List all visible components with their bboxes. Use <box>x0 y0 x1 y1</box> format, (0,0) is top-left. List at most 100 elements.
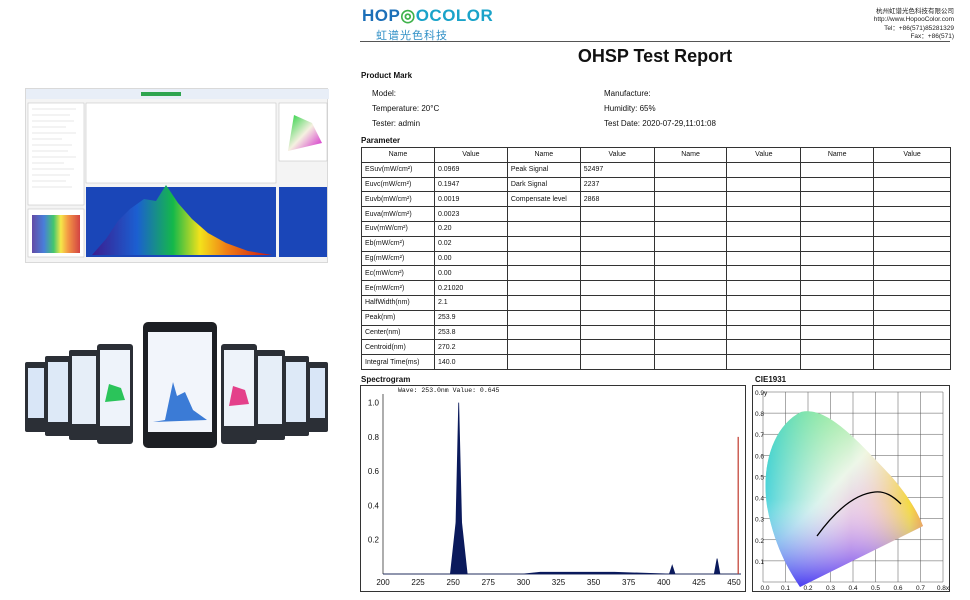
table-cell <box>726 324 802 341</box>
table-cell <box>726 220 802 237</box>
test-date-label: Test Date: 2020-07-29,11:01:08 <box>604 119 716 128</box>
table-cell <box>579 280 655 296</box>
table-cell <box>873 235 951 252</box>
table-cell: Integral Time(ms) <box>361 354 435 370</box>
table-cell <box>579 206 655 222</box>
brand-name-part2: OCOLOR <box>415 6 494 25</box>
contact-fax: Fax：+86(571) <box>910 33 954 41</box>
table-cell: 0.21020 <box>433 280 508 296</box>
table-cell <box>873 324 951 341</box>
brand-name-part1: HOP <box>362 6 401 25</box>
table-cell: 270.2 <box>433 339 508 356</box>
x-tick-label: 250 <box>447 578 461 587</box>
table-cell <box>506 294 581 311</box>
table-row: Peak(nm) 253.9 <box>361 309 951 326</box>
table-cell <box>506 206 581 222</box>
table-cell <box>653 206 728 222</box>
y-tick-label: 1.0 <box>368 399 380 408</box>
table-cell: Euva(mW/cm²) <box>361 206 435 222</box>
table-row: Euvc(mW/cm²) 0.1947 Dark Signal 2237 <box>361 176 951 193</box>
cie-x-tick-label: 0.7 <box>916 585 925 591</box>
table-cell <box>653 191 728 208</box>
y-tick-label: 0.2 <box>368 536 380 545</box>
cie-x-tick-label: 0.4 <box>848 585 857 591</box>
y-tick-label: 0.6 <box>368 467 380 476</box>
table-cell <box>726 176 802 193</box>
table-cell: Peak Signal <box>506 161 581 178</box>
cie-y-tick-label: 0.2 <box>755 538 764 545</box>
x-tick-label: 425 <box>692 578 706 587</box>
table-cell <box>653 235 728 252</box>
table-cell <box>726 294 802 311</box>
table-cell <box>579 309 655 326</box>
contact-website[interactable]: http://www.HopooColor.com <box>873 16 954 24</box>
table-cell <box>653 220 728 237</box>
product-mark-heading: Product Mark <box>361 71 413 80</box>
table-cell <box>579 235 655 252</box>
column-header-value: Value <box>433 147 508 163</box>
table-cell <box>873 191 951 208</box>
table-cell: Euvb(mW/cm²) <box>361 191 435 208</box>
cie-y-tick-label: 0.6 <box>755 453 764 460</box>
table-cell: 0.1947 <box>433 176 508 193</box>
table-cell <box>653 265 728 282</box>
manufacture-label: Manufacture: <box>604 89 651 98</box>
cie-color-gamut <box>765 411 923 588</box>
contact-block: 杭州虹谱光色科技有限公司 http://www.HopooColor.com T… <box>874 8 954 42</box>
column-header-name: Name <box>361 147 435 163</box>
table-cell <box>726 206 802 222</box>
tester-label: Tester: admin <box>372 119 421 128</box>
table-cell <box>653 354 728 370</box>
table-cell: 0.0969 <box>433 161 508 178</box>
table-cell <box>873 161 951 178</box>
table-cell: 0.0019 <box>433 191 508 208</box>
cie-x-tick-label: 0.3 <box>826 585 835 591</box>
table-cell: 0.02 <box>433 235 508 252</box>
table-cell <box>800 161 875 178</box>
table-cell: 0.00 <box>433 265 508 282</box>
brand-logo: HOP◎OCOLOR 虹谱光色科技 <box>362 6 493 43</box>
table-row: Ec(mW/cm²) 0.00 <box>361 265 951 282</box>
contact-tel: Tel：+86(571)85281329 <box>884 24 954 32</box>
spectrogram-heading: Spectrogram <box>361 375 411 384</box>
table-cell <box>506 235 581 252</box>
table-cell <box>726 354 802 370</box>
table-cell <box>800 324 875 341</box>
table-cell <box>579 250 655 267</box>
x-tick-label: 225 <box>411 578 425 587</box>
table-cell <box>506 220 581 237</box>
handheld-devices-photo <box>25 322 328 448</box>
cie-x-tick-label: 0.1 <box>781 585 790 591</box>
parameter-table: Name Value Name Value Name Value Name Value ESu… <box>361 147 951 370</box>
table-cell <box>800 280 875 296</box>
table-cell <box>873 265 951 282</box>
cie-y-tick-label: 0.8 <box>755 411 764 418</box>
x-tick-label: 200 <box>376 578 390 587</box>
spectrum-series-line <box>383 402 741 575</box>
software-screenshot-photo <box>25 88 329 263</box>
parameter-header-row: Name Value Name Value Name Value Name Value <box>361 147 951 163</box>
table-cell: Compensate level <box>506 191 581 208</box>
table-cell <box>653 339 728 356</box>
table-cell <box>873 220 951 237</box>
table-cell <box>726 280 802 296</box>
table-cell <box>579 220 655 237</box>
x-tick-label: 300 <box>517 578 531 587</box>
column-header-value: Value <box>579 147 655 163</box>
cie-y-tick-label: 0.3 <box>755 517 764 524</box>
table-cell <box>579 339 655 356</box>
table-cell: Euvc(mW/cm²) <box>361 176 435 193</box>
table-cell <box>800 220 875 237</box>
table-cell <box>800 191 875 208</box>
table-cell: 253.9 <box>433 309 508 326</box>
column-header-name: Name <box>506 147 581 163</box>
table-cell <box>873 250 951 267</box>
table-row: ESuv(mW/cm²) 0.0969 Peak Signal 52497 <box>361 161 951 178</box>
table-cell <box>873 309 951 326</box>
brand-subtitle: 虹谱光色科技 <box>376 30 448 42</box>
x-tick-label: 275 <box>482 578 496 587</box>
table-row: Centroid(nm) 270.2 <box>361 339 951 356</box>
table-cell: 253.8 <box>433 324 508 341</box>
parameter-heading: Parameter <box>361 136 401 145</box>
table-row: Euvb(mW/cm²) 0.0019 Compensate level 2868 <box>361 191 951 208</box>
